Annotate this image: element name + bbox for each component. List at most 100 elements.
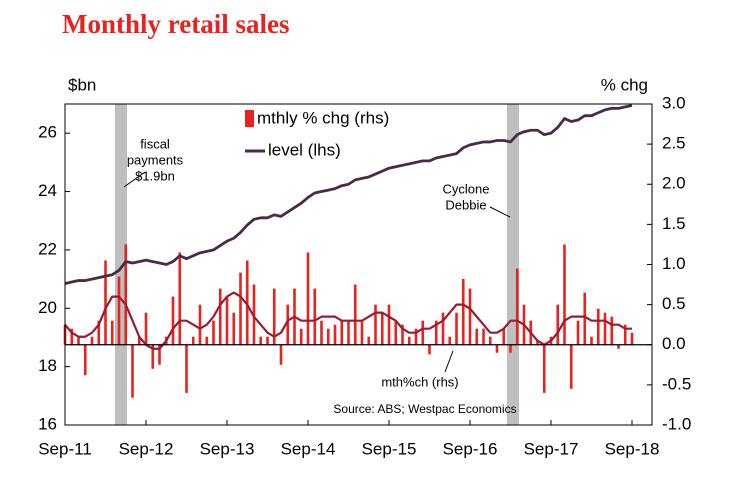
shaded-period <box>507 104 519 425</box>
leader-line <box>444 350 454 373</box>
bar <box>232 312 236 345</box>
bar <box>272 288 276 345</box>
y2-tick-label: 1.0 <box>662 254 686 273</box>
bar <box>218 288 222 345</box>
y-axis-title: $bn <box>68 75 96 94</box>
bar <box>137 336 141 345</box>
bar <box>448 336 452 345</box>
bar <box>468 288 472 345</box>
bar <box>286 304 290 345</box>
y-tick-label: 24 <box>38 181 57 200</box>
bar <box>171 296 175 345</box>
y2-tick-label: 2.5 <box>662 134 686 153</box>
source: Source: ABS; Westpac Economics <box>333 402 516 416</box>
y-tick-label: 20 <box>38 298 57 317</box>
bar <box>563 244 566 345</box>
leader-line <box>123 171 146 188</box>
bar <box>596 308 600 345</box>
bar <box>333 324 337 345</box>
bar <box>70 328 74 345</box>
bar <box>509 344 512 353</box>
y-tick-label: 22 <box>38 239 57 258</box>
bar <box>461 278 465 345</box>
bar <box>407 336 411 345</box>
bar <box>414 328 418 345</box>
bar <box>104 260 107 345</box>
chart-title: Monthly retail sales <box>62 9 289 39</box>
bar <box>151 344 155 369</box>
x-tick-label: Sep-13 <box>200 439 255 458</box>
bar <box>245 260 249 345</box>
bar <box>495 344 499 353</box>
y2-tick-label: 2.0 <box>662 174 686 193</box>
bar <box>90 336 94 345</box>
annotation: fiscal <box>140 136 170 151</box>
bar <box>117 276 121 345</box>
bar <box>515 268 519 345</box>
bar <box>455 312 458 345</box>
bar <box>191 336 195 345</box>
bar <box>77 336 80 345</box>
bar <box>482 328 485 345</box>
bar <box>326 328 330 345</box>
y-tick-label: 18 <box>38 356 57 375</box>
bar <box>124 244 128 345</box>
bar <box>610 316 614 345</box>
bar <box>502 328 506 345</box>
x-tick-label: Sep-17 <box>524 439 579 458</box>
x-tick-label: Sep-14 <box>281 439 336 458</box>
bar <box>299 328 303 345</box>
bar <box>353 284 357 345</box>
legend-label: mthly % chg (rhs) <box>257 108 389 127</box>
y2-tick-label: 0.5 <box>662 294 686 313</box>
bar <box>110 320 114 345</box>
bar <box>380 312 384 345</box>
x-tick-label: Sep-16 <box>443 439 498 458</box>
leader-line <box>489 206 511 218</box>
bar <box>583 292 587 345</box>
bar <box>178 252 182 345</box>
bar <box>266 336 269 345</box>
y2-tick-label: 3.0 <box>662 93 686 112</box>
bar <box>488 336 492 345</box>
annotation: payments <box>127 152 184 167</box>
bar <box>205 336 209 345</box>
bar <box>421 320 425 345</box>
bar <box>590 336 593 345</box>
bar <box>542 344 546 393</box>
line <box>64 104 633 285</box>
bar <box>360 320 364 345</box>
bar <box>569 344 573 389</box>
bar <box>441 312 445 345</box>
bar <box>97 320 101 345</box>
bar <box>131 344 134 398</box>
y-tick-label: 26 <box>38 123 57 142</box>
bar <box>239 272 242 345</box>
bar <box>428 344 431 355</box>
bar <box>225 296 229 345</box>
y2-tick-label: 0.0 <box>662 334 686 353</box>
bar <box>198 304 202 345</box>
series-label: mth%ch (rhs) <box>381 374 458 389</box>
bar <box>313 288 317 345</box>
bar <box>83 344 87 376</box>
line <box>64 291 632 350</box>
bar <box>320 320 323 345</box>
bar <box>347 320 350 345</box>
bar <box>623 324 627 345</box>
bar <box>340 320 344 345</box>
x-tick-label: Sep-12 <box>119 439 174 458</box>
y2-tick-label: -1.0 <box>662 414 691 433</box>
bar <box>306 252 310 345</box>
bar <box>630 332 634 345</box>
bar <box>603 312 607 345</box>
bar <box>212 320 215 345</box>
bar <box>556 304 560 345</box>
bar <box>617 344 620 349</box>
bar <box>185 344 188 393</box>
y2-tick-label: -0.5 <box>662 374 691 393</box>
x-tick-label: Sep-11 <box>38 439 92 458</box>
bar <box>144 312 148 345</box>
bar <box>576 320 580 345</box>
